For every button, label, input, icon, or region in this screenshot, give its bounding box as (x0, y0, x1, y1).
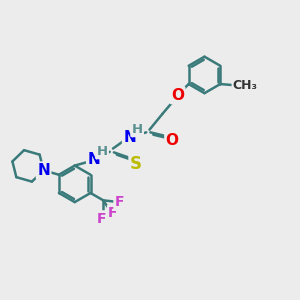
Text: N: N (123, 130, 136, 145)
Text: H: H (132, 123, 143, 136)
Text: N: N (88, 152, 100, 167)
Text: N: N (37, 163, 50, 178)
Text: F: F (97, 212, 106, 226)
Text: S: S (130, 154, 142, 172)
Text: O: O (166, 134, 179, 148)
Text: CH₃: CH₃ (233, 79, 258, 92)
Text: F: F (115, 195, 124, 209)
Text: H: H (97, 145, 108, 158)
Text: O: O (171, 88, 184, 103)
Text: F: F (108, 206, 118, 220)
